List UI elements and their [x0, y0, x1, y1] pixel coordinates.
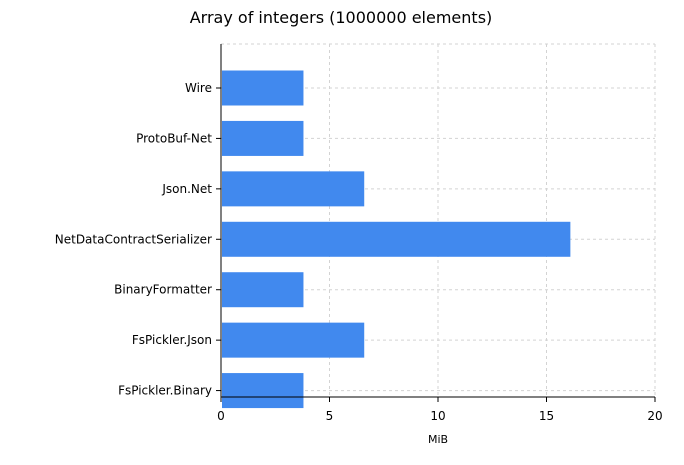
bar: [222, 272, 304, 308]
bar: [222, 322, 365, 358]
x-axis-label: MiB: [428, 433, 448, 446]
bars: [222, 70, 571, 409]
x-tick-label: 20: [647, 409, 662, 423]
category-label: FsPickler.Binary: [118, 384, 212, 398]
category-label: Wire: [185, 81, 212, 95]
x-tick-label: 15: [539, 409, 554, 423]
category-label: Json.Net: [161, 182, 212, 196]
chart-title: Array of integers (1000000 elements): [190, 8, 493, 27]
x-tick-labels: 0 5 10 15 20: [217, 409, 662, 423]
category-labels: Wire ProtoBuf-Net Json.Net NetDataContractS…: [55, 81, 213, 398]
x-tick-label: 5: [326, 409, 334, 423]
bar: [222, 373, 304, 409]
axes: [216, 44, 656, 402]
x-tick-label: 10: [430, 409, 445, 423]
bar: [222, 70, 304, 106]
category-label: BinaryFormatter: [114, 283, 212, 297]
category-label: ProtoBuf-Net: [136, 131, 212, 145]
bar: [222, 171, 365, 207]
x-tick-label: 0: [217, 409, 225, 423]
category-label: FsPickler.Json: [132, 333, 212, 347]
bar: [222, 221, 571, 257]
bar: [222, 120, 304, 156]
category-label: NetDataContractSerializer: [55, 232, 212, 246]
